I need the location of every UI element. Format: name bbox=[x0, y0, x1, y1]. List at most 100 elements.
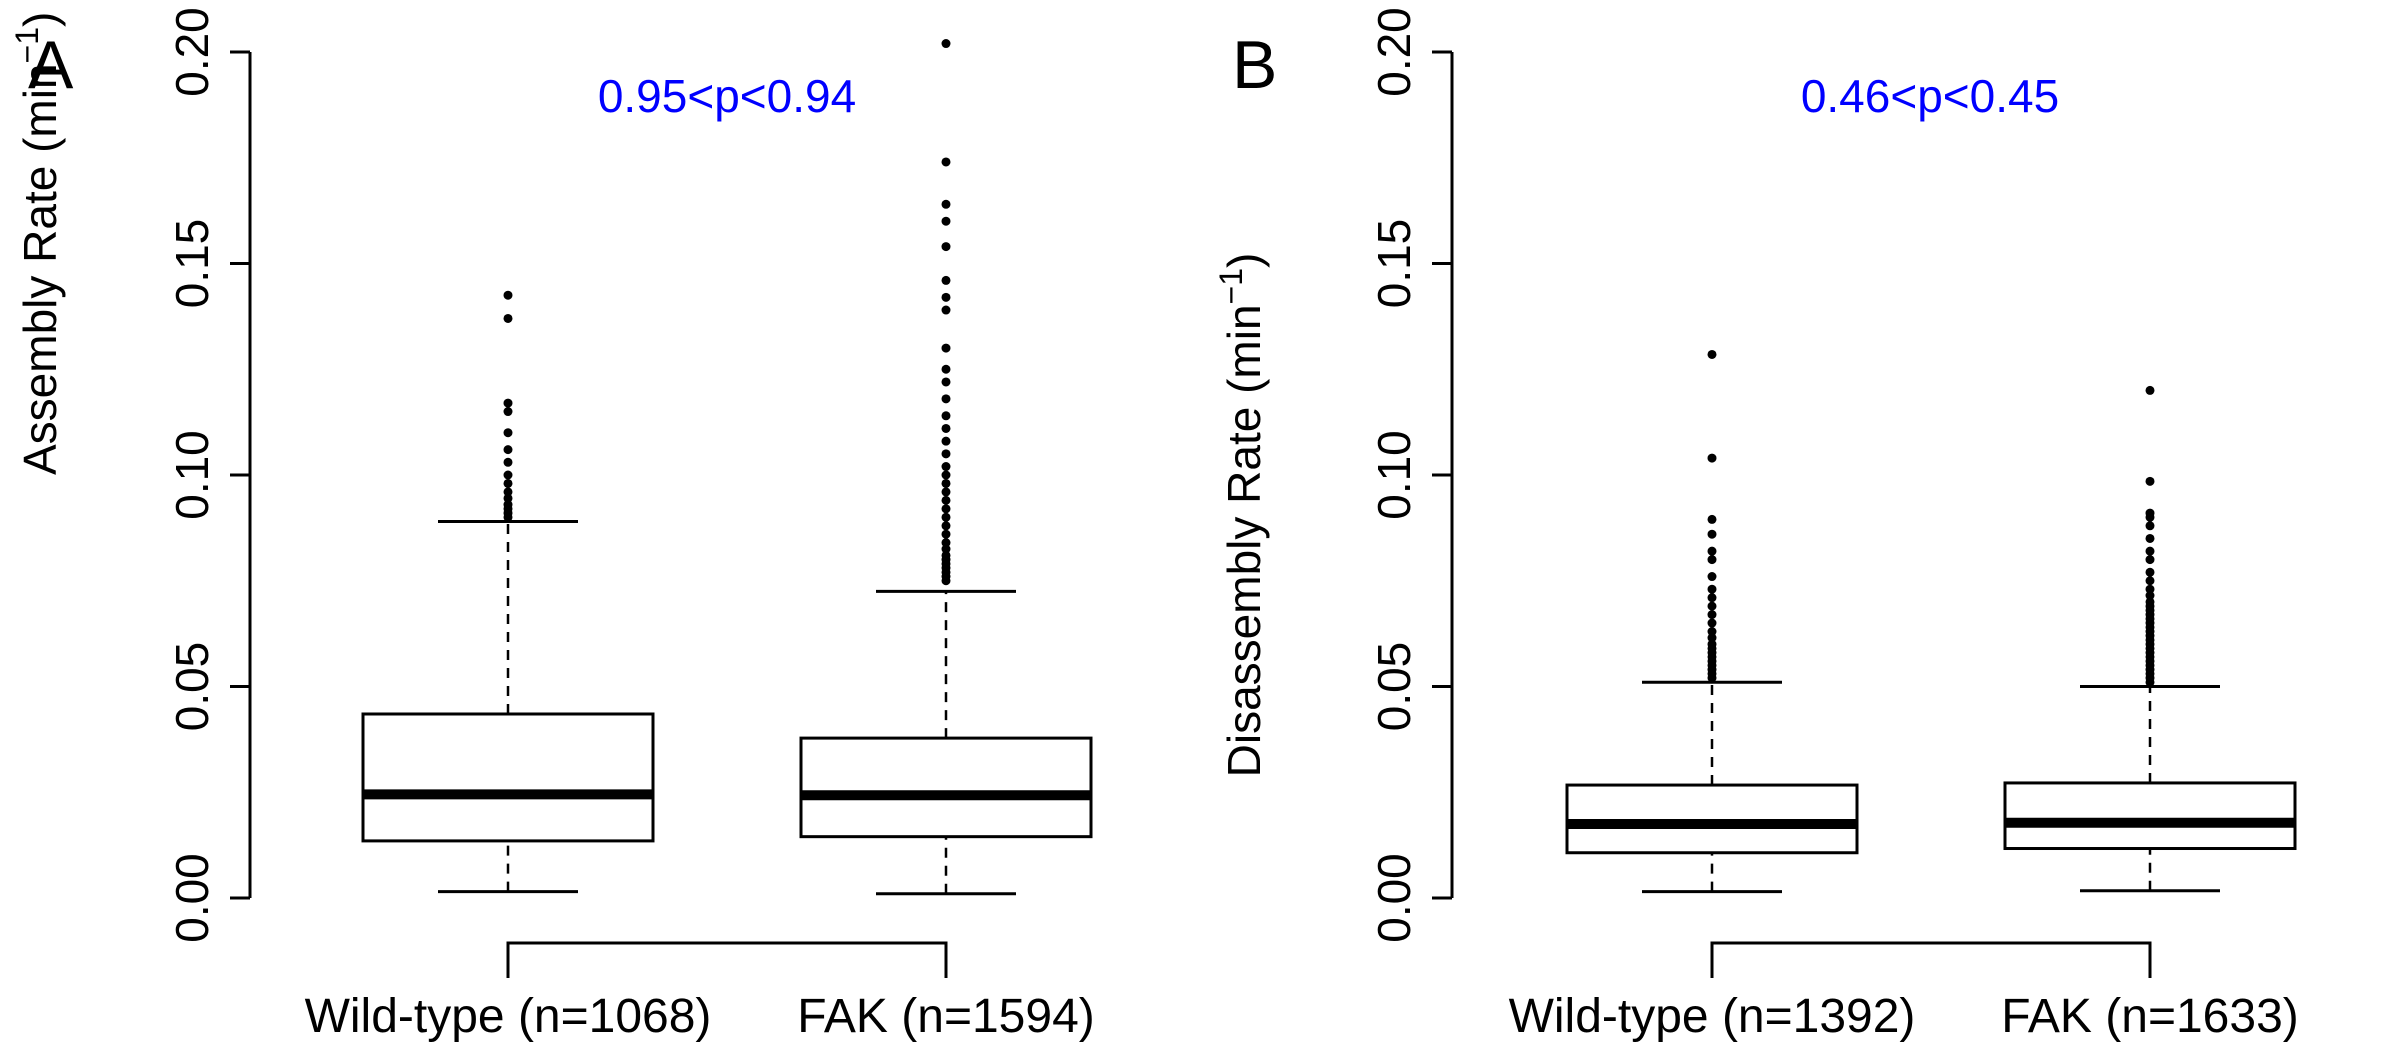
outlier-point bbox=[941, 521, 951, 531]
outlier-point bbox=[941, 292, 951, 302]
outlier-point bbox=[941, 242, 951, 252]
outlier-point bbox=[2145, 385, 2155, 395]
y-tick-label: 0.00 bbox=[1368, 853, 1420, 943]
outlier-point bbox=[2145, 533, 2155, 543]
y-axis-label: Disassembly Rate (min−1) bbox=[1213, 253, 1270, 778]
outlier-point bbox=[2145, 476, 2155, 486]
box-marks bbox=[1565, 349, 2297, 894]
outlier-point bbox=[941, 512, 951, 522]
box-marks bbox=[361, 39, 1093, 896]
outlier-point bbox=[2145, 584, 2155, 594]
outlier-point bbox=[941, 495, 951, 505]
comparison-bracket bbox=[506, 941, 948, 978]
outlier-point bbox=[1707, 618, 1717, 628]
y-tick-label: 0.15 bbox=[1368, 219, 1420, 309]
p-value-annotation: 0.46<p<0.45 bbox=[1801, 70, 2059, 122]
outlier-point bbox=[503, 445, 513, 455]
outlier-point bbox=[941, 377, 951, 387]
y-axis-label: Assembly Rate (min−1) bbox=[9, 12, 66, 475]
outlier-point bbox=[2145, 508, 2155, 518]
outlier-point bbox=[941, 470, 951, 480]
outlier-point bbox=[941, 305, 951, 315]
outlier-point bbox=[2145, 546, 2155, 556]
outlier-point bbox=[941, 199, 951, 209]
outlier-point bbox=[503, 398, 513, 408]
x-category-label: FAK (n=1633) bbox=[2001, 990, 2299, 1043]
outlier-point bbox=[2145, 576, 2155, 586]
iqr-box bbox=[2003, 781, 2297, 851]
outlier-point bbox=[1707, 572, 1717, 582]
comparison-bracket bbox=[1710, 941, 2152, 978]
outlier-point bbox=[1707, 639, 1717, 649]
panel-label: B bbox=[1232, 27, 1277, 103]
iqr-box bbox=[1565, 783, 1859, 855]
outlier-point bbox=[1707, 349, 1717, 359]
outlier-point bbox=[503, 478, 513, 488]
outlier-point bbox=[941, 343, 951, 353]
outlier-point bbox=[941, 487, 951, 497]
y-tick-label: 0.05 bbox=[1368, 642, 1420, 732]
iqr-box bbox=[799, 736, 1093, 839]
y-axis-ticks bbox=[1432, 50, 1452, 900]
y-axis-tick-labels: 0.00 0.05 0.10 0.15 0.20 bbox=[166, 7, 218, 943]
iqr-box bbox=[361, 712, 655, 843]
y-axis-ticks bbox=[230, 50, 250, 900]
outlier-point bbox=[503, 500, 513, 510]
outlier-point bbox=[503, 487, 513, 497]
outlier-point bbox=[1707, 610, 1717, 620]
outlier-point bbox=[2145, 591, 2155, 601]
y-tick-label: 0.10 bbox=[1368, 430, 1420, 520]
outlier-point bbox=[503, 313, 513, 323]
outlier-point bbox=[941, 394, 951, 404]
outlier-point bbox=[503, 290, 513, 300]
panel-label: A bbox=[28, 27, 74, 103]
p-value-annotation: 0.95<p<0.94 bbox=[598, 70, 856, 122]
outlier-point bbox=[1707, 593, 1717, 603]
outlier-point bbox=[1707, 601, 1717, 611]
y-tick-label: 0.20 bbox=[166, 7, 218, 97]
outlier-point bbox=[1707, 633, 1717, 643]
outlier-point bbox=[941, 436, 951, 446]
outlier-point bbox=[941, 504, 951, 514]
outlier-point bbox=[1707, 555, 1717, 565]
outlier-point bbox=[941, 449, 951, 459]
y-tick-label: 0.20 bbox=[1368, 7, 1420, 97]
panel-b: B 0.00 0.05 0.10 0.15 0.20 Disassembly R… bbox=[1213, 7, 2299, 1043]
panel-a: A 0.00 0.05 0.10 0.15 0.20 Assembly Rate… bbox=[9, 7, 1095, 1043]
outlier-point bbox=[941, 275, 951, 285]
outlier-point bbox=[2145, 567, 2155, 577]
outlier-point bbox=[941, 462, 951, 472]
outlier-point bbox=[1707, 529, 1717, 539]
y-tick-label: 0.05 bbox=[166, 642, 218, 732]
outlier-point bbox=[941, 544, 951, 554]
outlier-point bbox=[941, 550, 951, 560]
x-category-label: Wild-type (n=1068) bbox=[305, 990, 712, 1043]
outlier-point bbox=[941, 411, 951, 421]
outlier-point bbox=[2145, 597, 2155, 607]
outlier-point bbox=[941, 538, 951, 548]
outlier-point bbox=[1707, 546, 1717, 556]
y-tick-label: 0.10 bbox=[166, 430, 218, 520]
outlier-point bbox=[941, 364, 951, 374]
outlier-point bbox=[941, 478, 951, 488]
outlier-point bbox=[1707, 584, 1717, 594]
outlier-point bbox=[1707, 514, 1717, 524]
y-tick-label: 0.15 bbox=[166, 219, 218, 309]
outlier-point bbox=[503, 470, 513, 480]
x-category-label: Wild-type (n=1392) bbox=[1509, 990, 1916, 1043]
x-category-label: FAK (n=1594) bbox=[797, 990, 1095, 1043]
outlier-point bbox=[941, 423, 951, 433]
outlier-point bbox=[1707, 453, 1717, 463]
outlier-point bbox=[503, 493, 513, 503]
outlier-point bbox=[503, 428, 513, 438]
outlier-point bbox=[941, 216, 951, 226]
outlier-point bbox=[503, 407, 513, 417]
outlier-point bbox=[1707, 627, 1717, 637]
outlier-point bbox=[2145, 555, 2155, 565]
y-tick-label: 0.00 bbox=[166, 853, 218, 943]
y-axis-tick-labels: 0.00 0.05 0.10 0.15 0.20 bbox=[1368, 7, 1420, 943]
outlier-point bbox=[941, 529, 951, 539]
outlier-point bbox=[941, 39, 951, 49]
outlier-point bbox=[941, 157, 951, 167]
